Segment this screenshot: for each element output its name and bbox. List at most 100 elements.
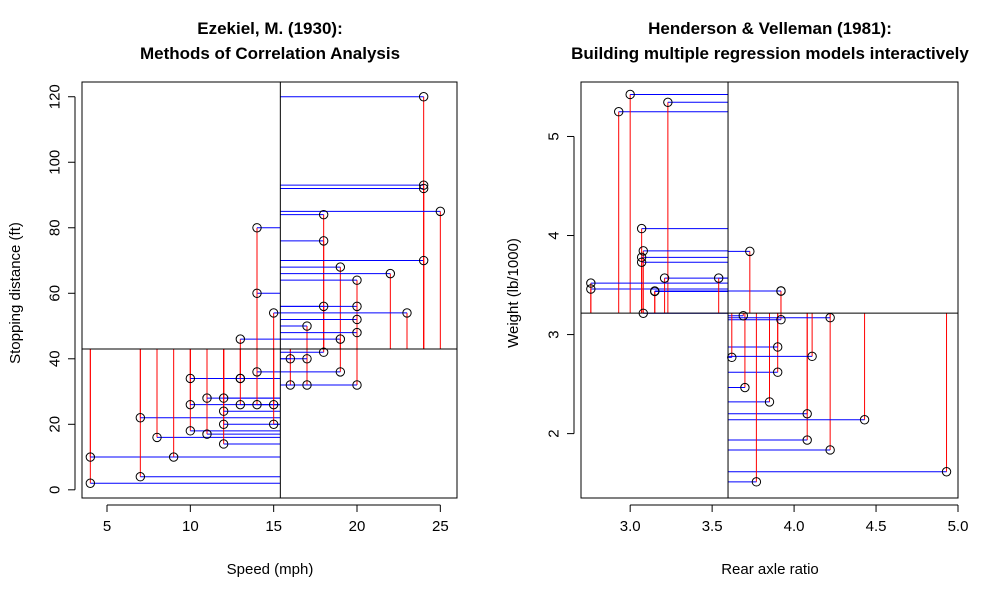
right-chart-x-tick-label: 3.0 [620,518,641,535]
left-chart-point [252,288,262,298]
right-chart-point [802,435,812,445]
right-chart-point [713,273,724,283]
right-chart-y-tick-label: 4 [546,231,563,239]
right-chart-point [636,223,647,234]
left-chart-point [402,308,412,318]
left-chart-point [185,426,196,436]
left-chart-point [235,334,246,344]
left-chart-point [85,478,96,488]
left-chart-y-tick-label: 100 [47,150,64,175]
left-chart-title-line1: Ezekiel, M. (1930): [197,19,343,38]
right-chart-title-line1: Henderson & Velleman (1981): [648,19,892,38]
right-chart-point [941,467,952,477]
left-chart-title-line2: Methods of Correlation Analysis [140,44,400,63]
left-chart-point [152,432,162,443]
left-chart-point [352,314,362,325]
left-chart-point [418,180,429,190]
left-chart-y-tick-label: 60 [47,285,64,302]
right-chart-point [625,89,635,100]
left-chart-y-tick-label: 0 [47,486,64,494]
left-chart-x-tick-label: 10 [182,518,199,535]
right-chart-frame [580,81,959,499]
left-chart-ylabel: Stopping distance (ft) [7,222,24,364]
right-chart-point [751,477,762,487]
left-chart-point [218,393,229,403]
left-chart-point [418,255,429,266]
right-chart-point [659,273,670,283]
left-chart-point [285,354,296,364]
left-chart-point [352,327,362,338]
left-chart-point [235,373,246,384]
right-chart-point [636,252,647,263]
right-chart-x-tick-label: 4.5 [866,518,887,535]
left-chart-point [352,301,362,312]
right-chart-point [614,107,624,117]
left-chart-frame [81,81,458,499]
left-chart-point [168,452,179,462]
right-chart-point [638,246,648,256]
left-chart-point [252,367,262,377]
left-chart-x-tick-label: 5 [103,518,111,535]
right-chart-y-tick-label: 2 [546,429,563,437]
left-chart-point [435,206,446,217]
left-chart-x-tick-label: 15 [265,518,282,535]
right-chart-point [650,286,660,297]
left-chart-point [418,92,429,102]
right-chart-point [636,257,647,267]
right-chart-point [825,313,835,323]
left-chart-xlabel: Speed (mph) [227,561,314,578]
left-chart-point [418,183,429,194]
left-chart-point [302,380,312,390]
left-chart-point [218,406,229,416]
left-chart-point [352,380,362,390]
right-chart-point [745,246,755,257]
right-chart-point [776,315,786,325]
right-chart-xlabel: Rear axle ratio [721,561,819,578]
right-chart-plot: 3.0 3.5 4.0 4.5 5.0 2 3 4 5 [546,81,969,535]
left-chart-point [268,308,279,318]
right-chart-ylabel: Weight (lb/1000) [505,238,522,348]
right-chart-point [825,445,835,455]
left-chart-y-tick-label: 20 [47,416,64,433]
right-chart-point [859,415,870,425]
right-chart-point [764,397,775,407]
left-chart-point [218,419,229,429]
right-chart-point [802,409,812,419]
right-chart-x-tick-label: 5.0 [948,518,969,535]
left-chart-point [185,373,196,384]
left-chart-x-tick-label: 20 [349,518,366,535]
left-chart-point [302,321,312,331]
right-chart-point [586,284,596,294]
left-chart-y-tick-label: 120 [47,84,64,109]
left-chart-point [318,347,329,357]
left-chart-point [352,275,362,285]
left-chart-y-tick-label: 80 [47,219,64,236]
left-chart-point [252,399,262,410]
right-chart-point [738,311,748,321]
left-chart-point [185,399,196,410]
right-chart-point [740,382,750,393]
left-chart-point [218,439,229,449]
left-chart-point [202,429,212,439]
right-chart-y-tick-label: 3 [546,330,563,338]
left-chart-point [135,472,146,482]
left-chart-point [335,262,346,272]
right-chart-point [727,352,737,363]
right-chart-x-tick-label: 4.0 [784,518,805,535]
right-chart-point [772,342,783,352]
right-chart-y-tick-label: 5 [546,132,563,140]
left-chart-y-tick-label: 40 [47,350,64,367]
left-chart-point [335,367,346,377]
left-chart-point [235,399,246,410]
left-chart-point [302,354,312,364]
left-chart-point [318,209,329,220]
left-chart-point [285,380,296,390]
left-chart-x-tick-label: 25 [432,518,449,535]
left-chart-point [335,334,346,344]
left-chart-point [318,301,329,312]
right-chart-point [807,351,817,362]
right-chart-title-line2: Building multiple regression models inte… [571,44,969,63]
left-chart-point [202,393,212,403]
